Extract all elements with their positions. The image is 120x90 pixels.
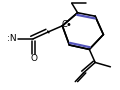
Text: :N: :N bbox=[7, 34, 17, 43]
Text: C: C bbox=[62, 20, 68, 29]
Text: O: O bbox=[30, 54, 37, 63]
Text: •: • bbox=[65, 20, 71, 30]
